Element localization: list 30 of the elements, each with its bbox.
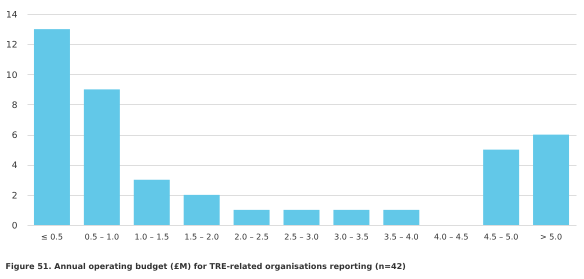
x-tick-label: 0.5 – 1.0 — [84, 232, 120, 242]
y-tick-label: 8 — [12, 100, 18, 111]
bar — [34, 29, 70, 225]
bar — [333, 210, 370, 225]
bar — [134, 180, 170, 225]
bar — [383, 210, 420, 225]
bar — [184, 194, 220, 225]
y-tick-label: 0 — [12, 222, 18, 232]
x-tick-label: > 5.0 — [540, 232, 562, 242]
y-tick-label: 6 — [12, 131, 18, 142]
x-tick-label: 1.0 – 1.5 — [134, 232, 170, 242]
y-tick-label: 10 — [6, 70, 18, 81]
x-tick-label: 2.5 – 3.0 — [284, 232, 319, 242]
bar — [533, 134, 570, 225]
x-tick-label: 3.0 – 3.5 — [334, 232, 369, 242]
y-tick-label: 12 — [6, 40, 18, 51]
bar — [483, 150, 520, 225]
x-tick-label: 2.0 – 2.5 — [234, 232, 269, 242]
y-tick-label: 2 — [12, 191, 18, 202]
bar — [234, 210, 270, 225]
x-tick-label: 4.0 – 4.5 — [434, 232, 468, 242]
y-tick-label: 14 — [6, 10, 18, 20]
bar — [284, 210, 320, 225]
x-tick-label: ≤ 0.5 — [40, 232, 63, 242]
bar — [84, 89, 120, 225]
x-tick-label: 3.5 – 4.0 — [384, 232, 419, 242]
caption: Figure 51. Annual operating budget (£M) for TRE-related organisations reporting (n=42) — [6, 262, 406, 271]
x-tick-label: 1.5 – 2.0 — [184, 232, 219, 242]
x-tick-label: 4.5 – 5.0 — [484, 232, 518, 242]
y-tick-label: 4 — [12, 161, 18, 172]
